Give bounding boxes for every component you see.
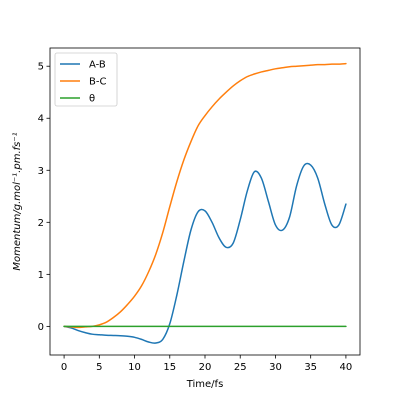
ticks-layer: 0 5 10 15 20 25 30 35 40 0 1 2 3 4 5 xyxy=(38,62,353,373)
y-tick-label-5: 5 xyxy=(38,62,44,73)
y-tick-label-1: 1 xyxy=(38,270,44,281)
y-axis-title: Momentum/g.mol⁻¹.pm.fs⁻¹ xyxy=(12,132,23,270)
x-tick-label-8: 40 xyxy=(340,362,353,373)
x-tick-label-7: 35 xyxy=(304,362,317,373)
legend: A-B B-C θ xyxy=(54,52,118,107)
y-tick-label-4: 4 xyxy=(38,114,44,125)
plot-frame xyxy=(49,47,361,356)
x-tick-label-0: 0 xyxy=(61,362,67,373)
x-axis-title: Time/fs xyxy=(186,379,224,390)
legend-label-0: A-B xyxy=(89,60,106,71)
x-tick-label-4: 20 xyxy=(199,362,212,373)
y-tick-label-3: 3 xyxy=(38,166,44,177)
x-tick-label-6: 30 xyxy=(269,362,282,373)
series-layer xyxy=(63,62,347,344)
x-tick-label-3: 15 xyxy=(163,362,176,373)
legend-label-1: B-C xyxy=(89,77,106,88)
legend-label-2: θ xyxy=(89,94,95,105)
legend-box xyxy=(54,52,118,107)
y-tick-label-2: 2 xyxy=(38,218,44,229)
x-tick-label-1: 5 xyxy=(96,362,102,373)
series-line-0 xyxy=(63,162,347,344)
series-line-1 xyxy=(63,62,347,329)
x-tick-label-5: 25 xyxy=(234,362,247,373)
y-tick-label-0: 0 xyxy=(38,322,44,333)
x-tick-label-2: 10 xyxy=(128,362,141,373)
